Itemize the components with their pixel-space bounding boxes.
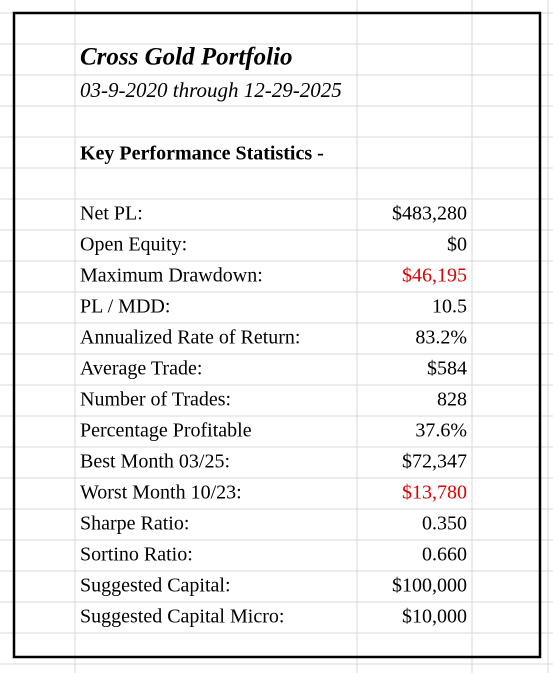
row-value: $483,280 xyxy=(392,203,467,225)
row-label: Percentage Profitable xyxy=(80,420,252,442)
title: Cross Gold Portfolio xyxy=(80,44,293,71)
row-label: Open Equity: xyxy=(80,234,187,256)
row-label: Average Trade: xyxy=(80,358,202,380)
row-value: $46,195 xyxy=(402,265,467,287)
row-value: $10,000 xyxy=(402,606,467,628)
row-label: Worst Month 10/23: xyxy=(80,482,242,504)
row-label: Suggested Capital Micro: xyxy=(80,606,284,628)
row-value: 10.5 xyxy=(432,296,467,318)
row-value: $13,780 xyxy=(402,482,467,504)
row-label: Best Month 03/25: xyxy=(80,451,230,473)
row-label: PL / MDD: xyxy=(80,296,170,318)
row-value: 83.2% xyxy=(415,327,467,349)
box-border xyxy=(12,11,542,659)
row-value: $72,347 xyxy=(402,451,467,473)
row-value: $100,000 xyxy=(392,575,467,597)
row-label: Sortino Ratio: xyxy=(80,544,193,566)
row-value: 828 xyxy=(437,389,467,411)
row-label: Suggested Capital: xyxy=(80,575,231,597)
row-label: Annualized Rate of Return: xyxy=(80,327,301,349)
row-label: Net PL: xyxy=(80,203,143,225)
row-label: Maximum Drawdown: xyxy=(80,265,263,287)
row-label: Number of Trades: xyxy=(80,389,231,411)
section-title: Key Performance Statistics - xyxy=(80,143,324,165)
row-value: 0.350 xyxy=(422,513,467,535)
row-value: $584 xyxy=(427,358,467,380)
row-value: $0 xyxy=(447,234,467,256)
row-label: Sharpe Ratio: xyxy=(80,513,189,535)
row-value: 37.6% xyxy=(415,420,467,442)
stats-table: Net PL: $483,280 Open Equity: $0 Maximum Dra… xyxy=(80,203,467,628)
row-value: 0.660 xyxy=(422,544,467,566)
subtitle: 03-9-2020 through 12-29-2025 xyxy=(80,78,342,102)
